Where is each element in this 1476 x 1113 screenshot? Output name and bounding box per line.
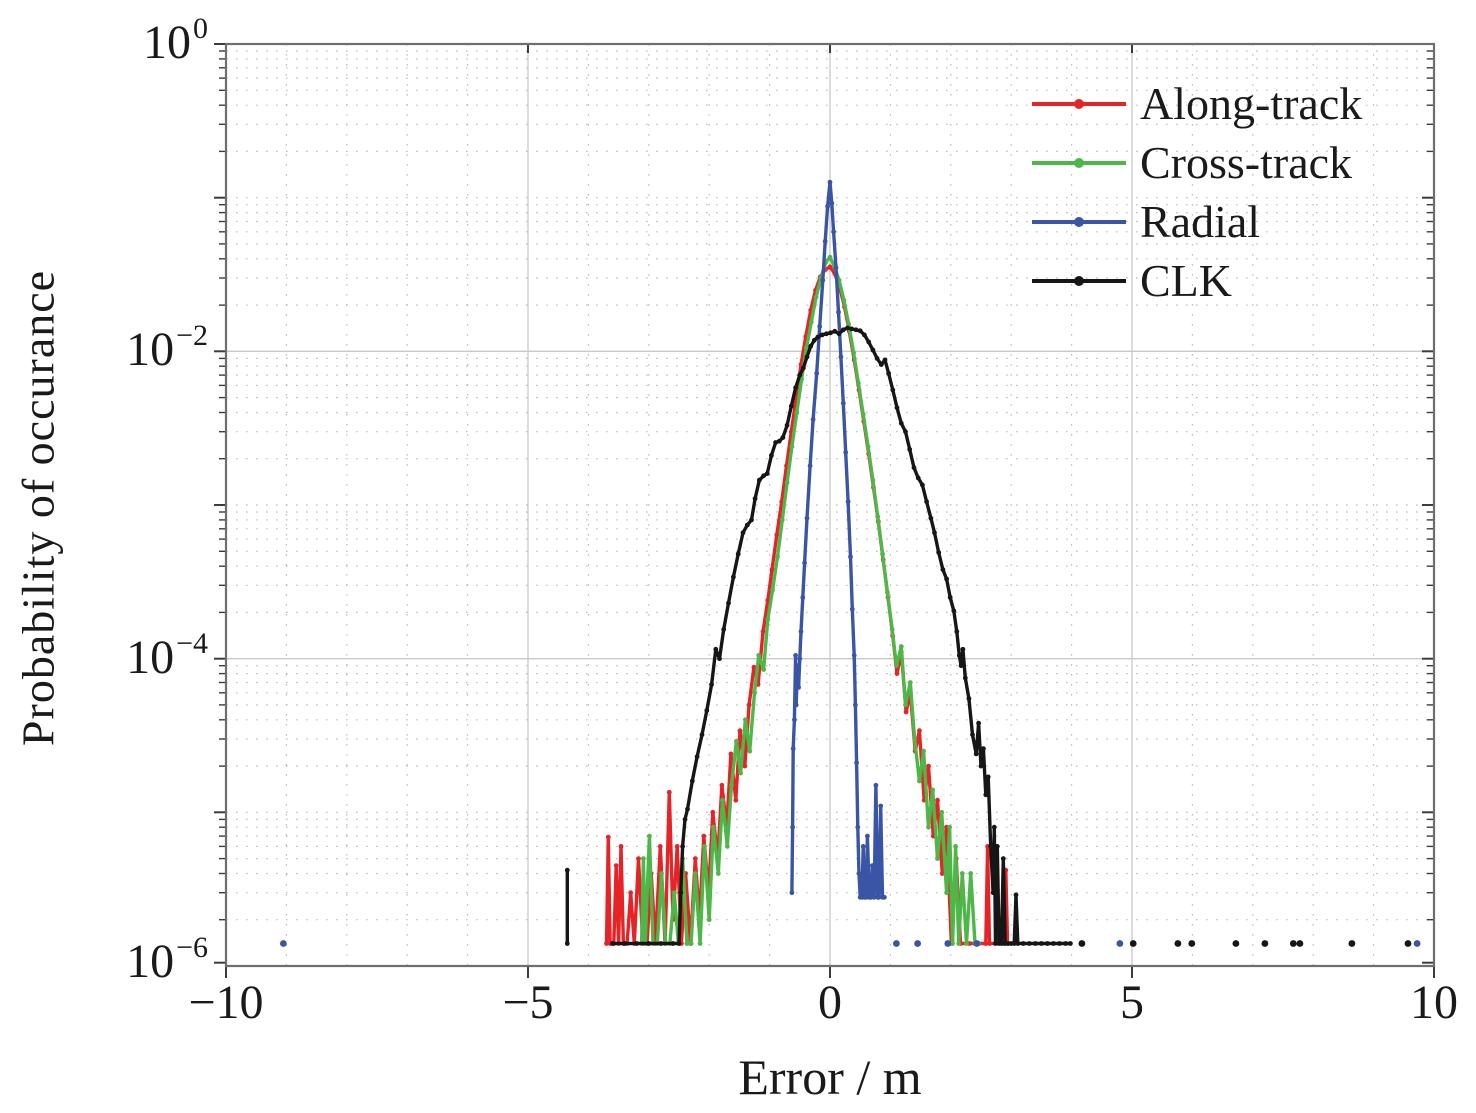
cross-track-line-icon	[1032, 157, 1126, 168]
legend-item-clk: CLK	[1032, 251, 1362, 310]
y-tick-label: 10−6	[126, 930, 208, 988]
y-tick-label: 100	[143, 12, 208, 70]
clk-marker-icon	[1074, 275, 1084, 286]
y-tick-label: 10−4	[126, 626, 208, 684]
legend: Along-track Cross-track Radial CLK	[1032, 74, 1362, 310]
legend-label: Radial	[1140, 195, 1261, 247]
radial-marker-icon	[1074, 216, 1084, 227]
x-axis-title: Error / m	[738, 1049, 922, 1105]
along-track-line-icon	[1032, 98, 1126, 109]
legend-item-along-track: Along-track	[1032, 74, 1362, 133]
radial-line-icon	[1032, 216, 1126, 227]
x-tick-label: 5	[1120, 976, 1144, 1029]
legend-label: Along-track	[1140, 77, 1363, 129]
cross-track-marker-icon	[1074, 157, 1084, 168]
legend-label: CLK	[1140, 254, 1232, 306]
clk-line-icon	[1032, 275, 1126, 286]
x-tick-label: −5	[502, 976, 554, 1029]
x-tick-label: −10	[188, 976, 264, 1029]
x-tick-label: 10	[1410, 976, 1458, 1029]
x-tick-label: 0	[818, 976, 842, 1029]
y-tick-label: 10−2	[126, 319, 208, 377]
legend-label: Cross-track	[1140, 136, 1353, 188]
along-track-marker-icon	[1074, 98, 1084, 109]
legend-item-cross-track: Cross-track	[1032, 133, 1362, 192]
legend-item-radial: Radial	[1032, 192, 1362, 251]
